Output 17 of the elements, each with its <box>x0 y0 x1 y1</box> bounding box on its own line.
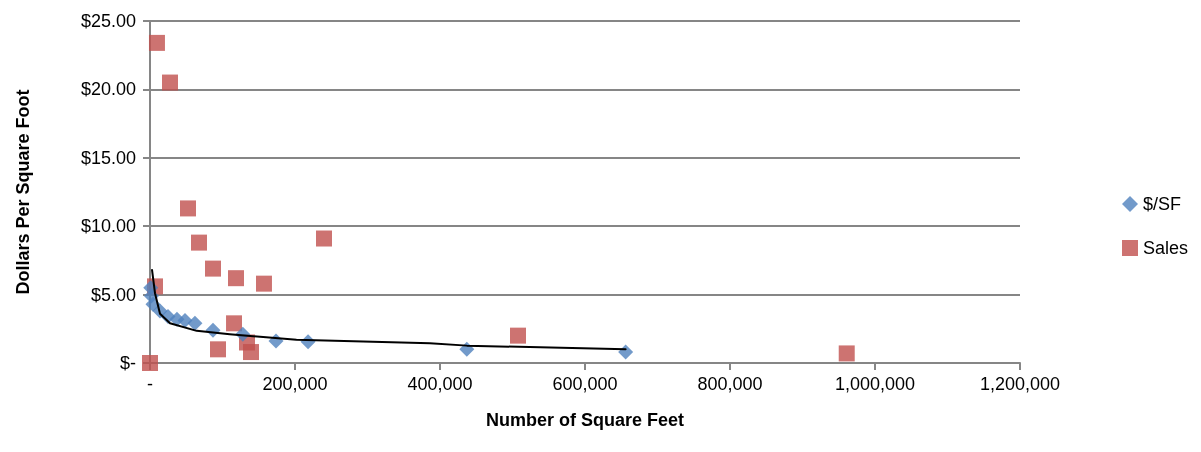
x-tick-label: 200,000 <box>262 374 328 394</box>
x-tick-label: 600,000 <box>552 374 618 394</box>
y-axis-title: Dollars Per Square Foot <box>13 89 33 295</box>
y-tick-label: $5.00 <box>90 284 136 305</box>
y-tick-label: $20.00 <box>80 79 136 100</box>
x-tick-label: 1,000,000 <box>834 374 916 394</box>
y-tick-label: $10.00 <box>80 216 136 237</box>
x-axis-title: Number of Square Feet <box>485 410 685 430</box>
x-tick-label: 400,000 <box>407 374 473 394</box>
y-tick-label: $25.00 <box>80 11 136 31</box>
x-tick-label: - <box>147 374 153 394</box>
x-tick-label: 800,000 <box>697 374 763 394</box>
y-tick-label: $15.00 <box>80 147 136 168</box>
y-tick-label: $- <box>119 353 136 373</box>
x-tick-label: 1,200,000 <box>979 374 1061 394</box>
legend-label: Sales <box>1142 238 1188 258</box>
legend-label: $/SF <box>1142 194 1181 214</box>
